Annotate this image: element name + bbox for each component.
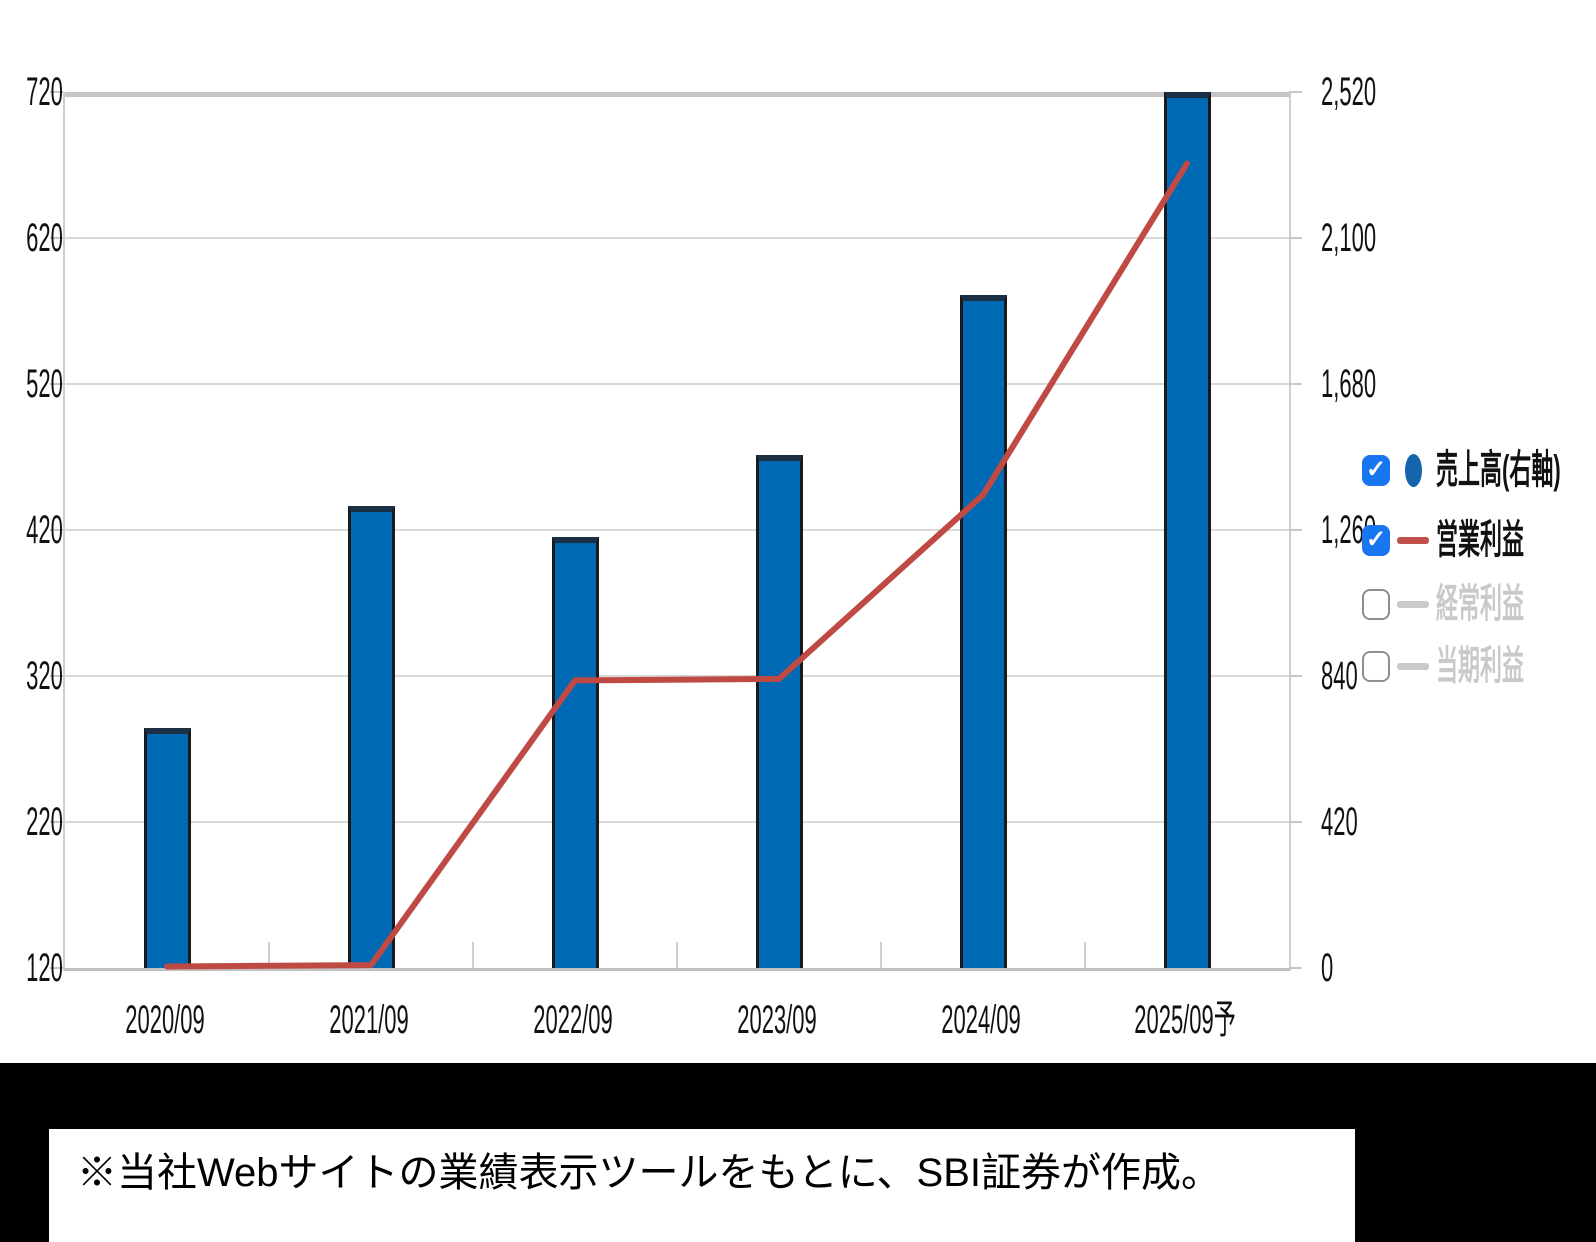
y-axis-right-tick-label: 0 xyxy=(1321,946,1334,990)
legend-marker xyxy=(1397,662,1429,670)
legend-checkbox[interactable]: ✓ xyxy=(1362,454,1390,486)
line-marker-icon xyxy=(1396,662,1430,670)
y-axis-left-tick-label: 520 xyxy=(26,362,63,406)
bottom-band: ※当社Webサイトの業績表示ツールをもとに、SBI証券が作成。 xyxy=(0,1063,1596,1242)
x-axis-boundary-tick xyxy=(1084,942,1086,968)
legend-marker xyxy=(1404,453,1422,487)
legend-row-1[interactable]: ✓ 売上高(右軸) xyxy=(1362,448,1596,492)
legend-marker xyxy=(1397,600,1429,608)
left-axis-tick xyxy=(50,237,63,239)
right-axis-tick xyxy=(1289,237,1302,239)
right-axis-tick xyxy=(1289,529,1302,531)
gridline xyxy=(65,675,1289,677)
legend-row-3[interactable]: 経常利益 xyxy=(1362,582,1596,626)
operating-profit-line xyxy=(164,160,1190,970)
line-marker-icon xyxy=(1396,600,1430,608)
legend-checkbox[interactable]: ✓ xyxy=(1362,524,1390,556)
y-axis-left-tick-label: 220 xyxy=(26,800,63,844)
gridline xyxy=(65,821,1289,823)
x-axis-label: 2025/09予 xyxy=(1134,998,1236,1042)
x-axis-boundary-tick xyxy=(880,942,882,968)
x-axis-label: 2022/09 xyxy=(533,998,613,1042)
gridline xyxy=(65,529,1289,531)
legend-label: 経常利益 xyxy=(1436,582,1524,626)
y-axis-left-tick-label: 720 xyxy=(26,70,63,114)
chart-panel: 120 0 220 420 320 840 420 1,260 520 1,680 620 2,100… xyxy=(26,70,1377,1042)
bar-2023/09 xyxy=(755,455,803,968)
left-axis-tick xyxy=(50,383,63,385)
bar-2024/09 xyxy=(959,295,1007,968)
circle-marker-icon xyxy=(1396,453,1430,487)
right-axis-tick xyxy=(1289,967,1302,969)
legend-label: 当期利益 xyxy=(1436,644,1524,688)
y-axis-left-tick-label: 120 xyxy=(26,946,63,990)
y-axis-left-tick-label: 420 xyxy=(26,508,63,552)
y-axis-right-tick-label: 420 xyxy=(1321,800,1358,844)
y-axis-left-tick-label: 620 xyxy=(26,216,63,260)
x-axis-label: 2021/09 xyxy=(329,998,409,1042)
x-axis-boundary-tick xyxy=(676,942,678,968)
left-axis-tick xyxy=(50,675,63,677)
bar-2020/09 xyxy=(143,728,191,968)
x-axis-boundary-tick xyxy=(472,942,474,968)
y-axis-right-tick-label: 2,520 xyxy=(1321,70,1377,114)
y-axis-right-tick-label: 2,100 xyxy=(1321,216,1377,260)
y-axis-right-tick-label: 1,680 xyxy=(1321,362,1377,406)
x-axis-label: 2023/09 xyxy=(737,998,817,1042)
right-axis-tick xyxy=(1289,675,1302,677)
legend-label: 営業利益 xyxy=(1436,518,1524,562)
plot-area xyxy=(63,92,1291,971)
y-axis-left-tick-label: 320 xyxy=(26,654,63,698)
legend-label: 売上高(右軸) xyxy=(1436,448,1561,492)
legend-checkbox[interactable] xyxy=(1362,588,1390,620)
left-axis-tick xyxy=(50,967,63,969)
left-axis-tick xyxy=(50,529,63,531)
legend-row-2[interactable]: ✓ 営業利益 xyxy=(1362,518,1596,562)
legend-row-4[interactable]: 当期利益 xyxy=(1362,644,1596,688)
bar-2025/09予 xyxy=(1163,92,1211,968)
right-axis-tick xyxy=(1289,383,1302,385)
bar-2021/09 xyxy=(347,505,395,968)
gridline xyxy=(65,237,1289,239)
x-axis-label: 2020/09 xyxy=(125,998,205,1042)
right-axis-tick xyxy=(1289,821,1302,823)
bar-2022/09 xyxy=(551,536,599,968)
right-axis-tick xyxy=(1289,91,1302,93)
y-axis-right-tick-label: 840 xyxy=(1321,654,1358,698)
x-axis-label: 2024/09 xyxy=(941,998,1021,1042)
gridline xyxy=(65,92,1289,97)
left-axis-tick xyxy=(50,821,63,823)
source-note-text: ※当社Webサイトの業績表示ツールをもとに、SBI証券が作成。 xyxy=(77,1151,1221,1195)
legend-checkbox[interactable] xyxy=(1362,650,1390,682)
gridline xyxy=(65,383,1289,385)
source-note-box: ※当社Webサイトの業績表示ツールをもとに、SBI証券が作成。 xyxy=(49,1129,1355,1242)
legend-marker xyxy=(1397,536,1429,544)
line-marker-icon xyxy=(1396,536,1430,544)
x-axis-boundary-tick xyxy=(268,942,270,968)
left-axis-tick xyxy=(50,91,63,93)
